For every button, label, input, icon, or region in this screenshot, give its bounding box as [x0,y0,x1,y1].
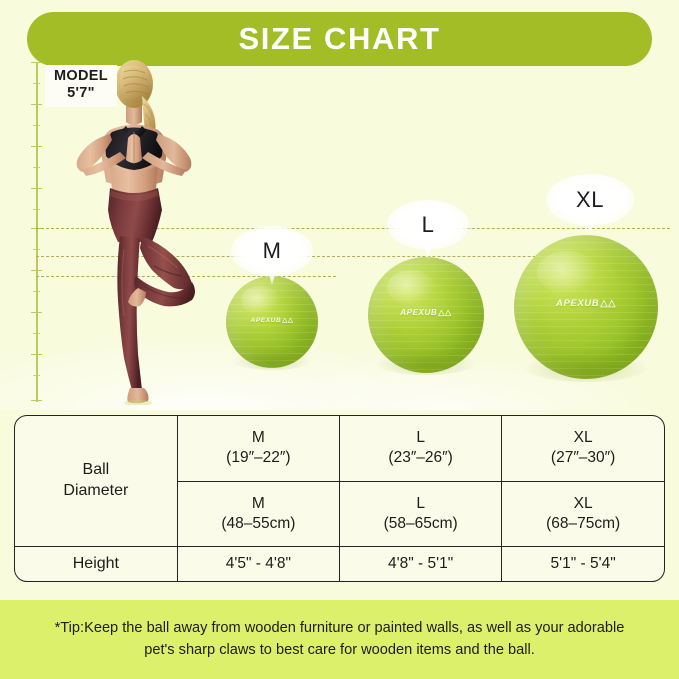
ball-highlight [537,250,598,295]
ball-highlight [240,286,280,314]
ruler-tick [31,270,42,272]
cell-height-xl: 5'1" - 5'4" [501,546,664,581]
ruler-tick [31,400,42,402]
ball-contact-shadow [374,349,478,376]
bubble-pointer [266,267,278,285]
height-ruler [31,62,43,402]
model-figure [58,60,218,406]
ball-brand-m: APEXUB△△ [226,316,318,324]
mountain-icon: △△ [438,308,452,318]
exercise-ball-m: APEXUB△△ [226,276,318,370]
size-table: Ball Diameter M (19″–22″) L (23″–26″) XL… [14,415,665,582]
size-bubble-label: L [421,212,435,237]
size-bubble-label: XL [576,187,604,212]
ball-highlight [386,269,436,305]
ruler-tick [31,188,42,190]
size-bubble-label: M [262,238,282,263]
cell-cm-xl: XL (68–75cm) [501,480,664,548]
ball-contact-shadow [231,349,313,370]
model-leggings [108,188,195,390]
size-bubble-m: M [231,226,313,285]
brand-text: APEXUB [250,317,282,325]
cell-inches-m: M (19″–22″) [176,416,341,482]
exercise-ball-xl: APEXUB△△ [514,235,658,382]
ruler-tick [33,375,40,377]
cell-inches-l: L (23″–26″) [338,416,503,482]
ruler-tick [31,62,42,64]
tip-text: *Tip:Keep the ball away from wooden furn… [54,620,625,658]
exercise-ball-l: APEXUB△△ [368,257,484,376]
ruler-tick [33,167,40,169]
table-row: Height 4'5" - 4'8" 4'8" - 5'1" 5'1" - 5'… [15,546,664,581]
page-title: SIZE CHART [238,21,441,56]
ruler-tick [33,333,40,335]
header-banner: SIZE CHART [27,12,652,66]
mountain-icon: △△ [600,298,616,310]
ruler-tick [31,354,42,356]
model-foot [124,388,152,406]
ruler-tick [33,125,40,127]
ball-brand-l: APEXUB△△ [368,308,484,317]
table-row: Ball Diameter M (19″–22″) L (23″–26″) XL… [15,416,664,548]
ball-contact-shadow [522,350,650,382]
row-header-height: Height [15,546,178,581]
tip-banner: *Tip:Keep the ball away from wooden furn… [0,600,679,679]
ruler-tick [33,83,40,85]
ruler-axis [36,62,38,402]
cell-inches-xl: XL (27″–30″) [501,416,664,482]
size-bubble-xl: XL [546,174,634,235]
model-label-line2: 5'7" [67,85,95,102]
mountain-icon: △△ [282,317,294,325]
ruler-tick [31,104,42,106]
bubble-pointer [584,217,596,235]
ruler-tick [31,312,42,314]
cell-cm-l: L (58–65cm) [338,480,503,548]
ruler-tick [33,249,40,251]
cell-height-m: 4'5" - 4'8" [176,546,341,581]
model-head [115,60,156,144]
table-row: M (48–55cm) L (58–65cm) XL (68–75cm) [15,480,664,548]
ruler-tick [33,209,40,211]
bubble-pointer [422,241,434,259]
model-label-line1: MODEL [54,68,108,84]
cell-cm-m: M (48–55cm) [177,480,341,548]
size-bubble-l: L [387,200,469,259]
model-height-label: MODEL 5'7" [45,65,117,108]
guide-line-l [36,256,626,257]
guide-line-xl [36,228,670,229]
brand-text: APEXUB [555,298,600,310]
cell-height-l: 4'8" - 5'1" [338,546,503,581]
brand-text: APEXUB [400,308,438,318]
ball-brand-xl: APEXUB△△ [514,298,658,309]
ruler-tick [33,291,40,293]
model-torso [76,124,192,195]
ruler-tick [31,146,42,148]
row-header-ball-diameter: Ball Diameter [15,416,178,548]
